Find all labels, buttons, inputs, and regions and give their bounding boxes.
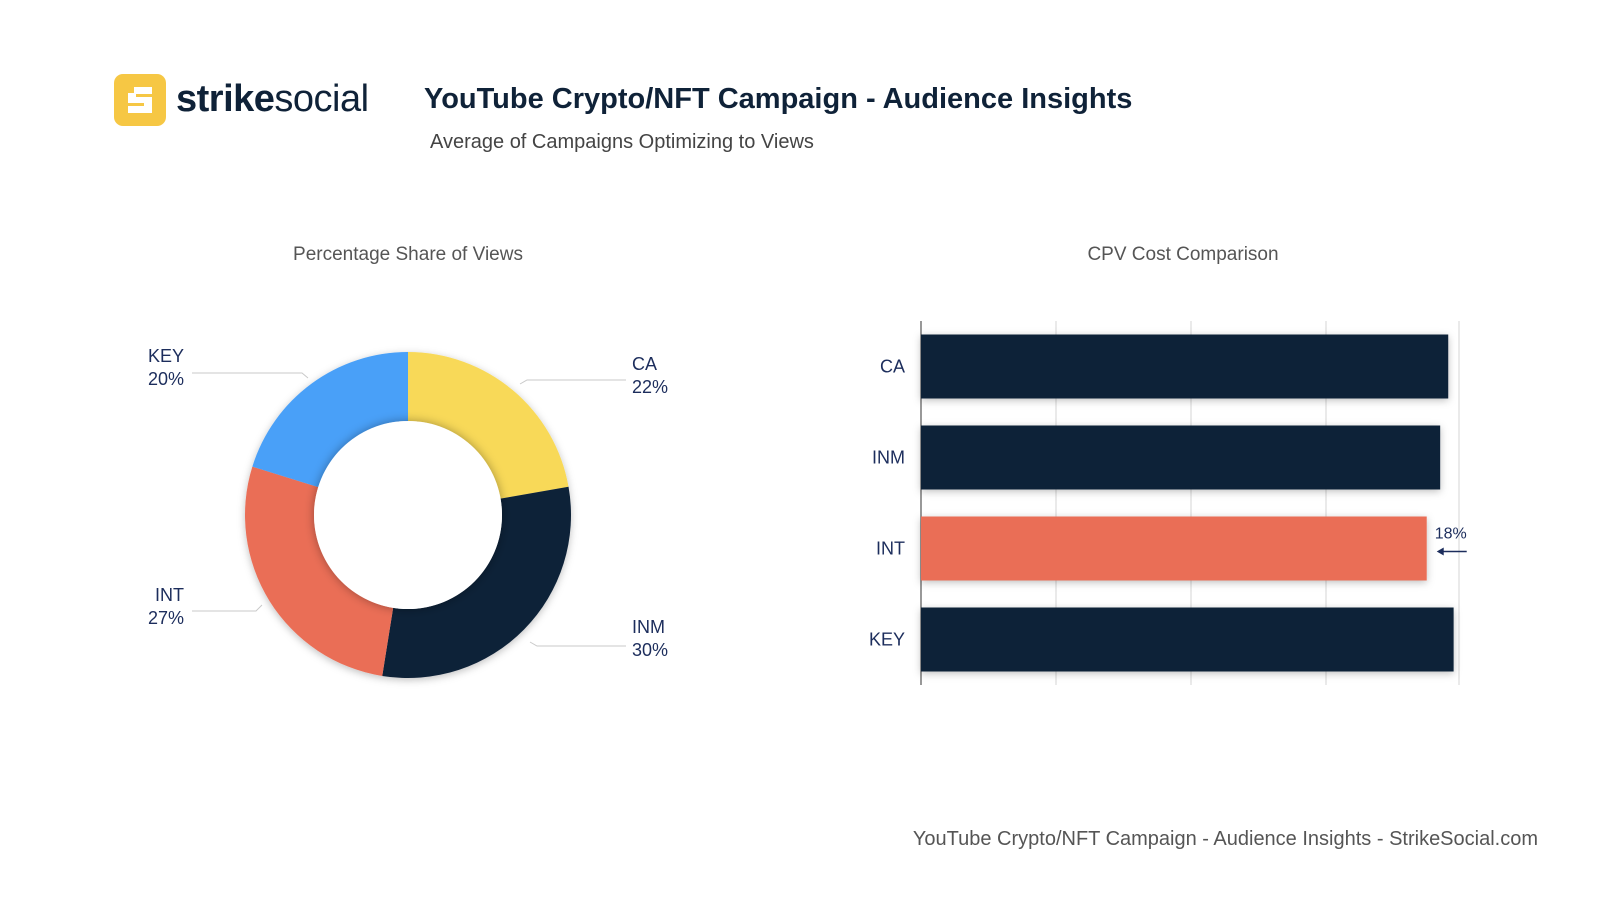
leader-line-key [192, 372, 309, 379]
donut-value-label-ca: 22% [632, 377, 668, 397]
bar-category-label-inm: INM [872, 448, 905, 468]
donut-slice-int [244, 466, 394, 676]
donut-value-label-inm: 30% [632, 640, 668, 660]
leader-line-ca [519, 379, 626, 385]
page-title: YouTube Crypto/NFT Campaign - Audience I… [424, 83, 1133, 115]
bar-key [921, 607, 1454, 672]
leader-line-inm [529, 641, 626, 647]
footer-text: YouTube Crypto/NFT Campaign - Audience I… [912, 828, 1538, 850]
donut-slice-ca [408, 352, 569, 499]
donut-label-inm: INM [632, 617, 665, 637]
donut-slice-key [252, 352, 408, 488]
donut-value-label-key: 20% [148, 369, 184, 389]
donut-label-ca: CA [632, 354, 657, 374]
donut-slice-inm [382, 486, 571, 678]
donut-hole-fill [316, 423, 500, 607]
brand-wordmark: strikesocial [176, 78, 369, 121]
donut-label-int: INT [155, 585, 184, 605]
strike-social-logo-icon [114, 74, 166, 126]
donut-chart: CA 22% INM 30% INT 27% KEY 20% [148, 346, 668, 678]
donut-chart-title: Percentage Share of Views [293, 244, 523, 265]
leader-line-int [192, 604, 263, 612]
donut-ring [244, 352, 571, 678]
bar-category-label-int: INT [876, 539, 905, 559]
bar-inm [921, 425, 1441, 490]
page-subtitle: Average of Campaigns Optimizing to Views [430, 131, 814, 153]
brand-name-bold: strike [176, 78, 275, 120]
bar-int [921, 516, 1427, 581]
bar-category-label-ca: CA [880, 357, 905, 377]
bar-chart-title: CPV Cost Comparison [1087, 244, 1279, 265]
bar-ca [921, 334, 1449, 399]
bar-chart: CA INM INT 18% KEY [869, 321, 1467, 685]
brand-name-light: social [274, 78, 369, 120]
bar-annotation-label: 18% [1435, 526, 1467, 543]
donut-value-label-int: 27% [148, 608, 184, 628]
bar-category-label-key: KEY [869, 630, 905, 650]
annotation-arrow-icon [1436, 547, 1444, 556]
donut-label-key: KEY [148, 346, 184, 366]
